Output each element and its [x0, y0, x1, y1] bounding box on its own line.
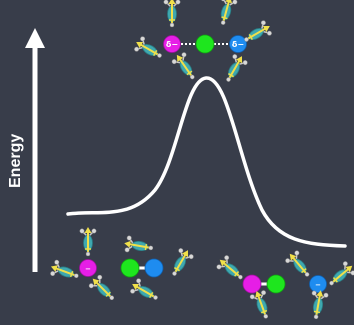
ts-central-carbon-atom — [195, 34, 215, 54]
energy-curve — [66, 76, 347, 248]
ts-right-partial-charge: δ− — [232, 40, 244, 49]
ts-leaving-group-atom — [229, 35, 247, 53]
product-nucleophile-atom — [242, 274, 262, 294]
ts-left-partial-charge: δ− — [166, 40, 178, 49]
reactant-leaving-group-atom — [144, 258, 164, 278]
ts-water-molecule — [131, 33, 167, 65]
ts-water-molecule — [169, 49, 202, 85]
reactant-water-molecule — [78, 226, 98, 257]
ts-water-molecule — [213, 0, 240, 28]
product-water-molecule — [282, 247, 316, 283]
products-group: − — [213, 247, 354, 323]
reactant-water-molecule — [127, 275, 163, 307]
product-water-molecule — [306, 287, 330, 322]
ts-water-molecule — [219, 51, 251, 87]
ts-nucleophile-atom — [163, 35, 181, 53]
reactant-water-molecule — [165, 245, 197, 281]
reactant-water-molecule — [47, 257, 83, 286]
product-water-molecule — [323, 258, 354, 292]
energy-axis-arrowhead — [25, 28, 45, 48]
product-leaving-group-atom — [309, 275, 327, 293]
energy-axis-label: Energy — [7, 134, 24, 188]
product-water-molecule — [213, 252, 249, 286]
transition-state-complex: δ− δ− — [131, 0, 275, 87]
reactant-water-molecule — [121, 234, 156, 258]
reactant-nucleophile-charge: − — [85, 265, 91, 273]
reactant-nucleophile-atom — [79, 259, 97, 277]
product-carbon-atom — [266, 274, 286, 294]
reactant-water-molecule — [85, 271, 120, 306]
reactant-carbon-atom — [120, 258, 140, 278]
product-leaving-group-charge: − — [315, 281, 321, 289]
reactants-group: − — [47, 226, 197, 307]
ts-water-molecule — [162, 0, 182, 28]
